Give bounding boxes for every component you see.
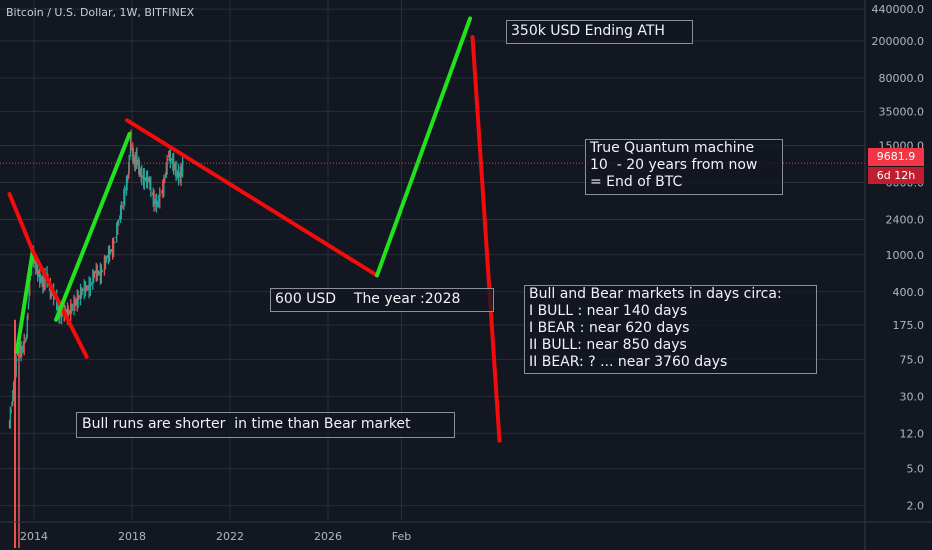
- countdown-badge: 6d 12h: [868, 167, 924, 184]
- annotation-quantum[interactable]: True Quantum machine 10 - 20 years from …: [585, 139, 783, 195]
- x-tick-label: 2026: [314, 530, 342, 543]
- x-tick-label: 2018: [118, 530, 146, 543]
- trend-bull-3: [375, 16, 473, 278]
- y-tick-label: 2.0: [907, 500, 925, 513]
- annotation-cycles[interactable]: Bull and Bear markets in days circa: I B…: [524, 285, 817, 374]
- y-tick-label: 2400.0: [886, 213, 925, 226]
- y-tick-label: 200000.0: [872, 35, 925, 48]
- y-axis-ticks[interactable]: 440000.0200000.080000.035000.015000.0600…: [872, 3, 925, 512]
- trend-bull-1: [14, 248, 35, 354]
- y-tick-label: 12.0: [900, 427, 925, 440]
- trend-bear-3: [125, 118, 379, 278]
- grid-lines: [0, 0, 865, 520]
- y-tick-label: 5.0: [907, 463, 925, 476]
- annotation-600-usd[interactable]: 600 USD The year :2028: [270, 288, 494, 312]
- x-tick-label: 2014: [20, 530, 48, 543]
- y-tick-label: 440000.0: [872, 3, 925, 16]
- trend-bear-4: [470, 35, 502, 443]
- trend-lines: [7, 16, 502, 443]
- annotation-ath[interactable]: 350k USD Ending ATH: [506, 20, 693, 44]
- annotation-bull-runs[interactable]: Bull runs are shorter in time than Bear …: [76, 412, 455, 438]
- y-tick-label: 30.0: [900, 390, 925, 403]
- trend-bull-2: [54, 131, 132, 322]
- x-tick-label: 2022: [216, 530, 244, 543]
- y-tick-label: 75.0: [900, 353, 925, 366]
- x-tick-label: Feb: [392, 530, 411, 543]
- price-history: [8, 129, 184, 548]
- y-tick-label: 35000.0: [879, 105, 925, 118]
- x-axis-ticks[interactable]: 2014 2018 2022 2026 Feb: [20, 530, 411, 543]
- trend-bear-2: [30, 248, 89, 359]
- y-tick-label: 175.0: [893, 319, 925, 332]
- y-tick-label: 1000.0: [886, 249, 925, 262]
- y-tick-label: 80000.0: [879, 72, 925, 85]
- current-price-badge: 9681.9: [868, 148, 924, 166]
- chart-title: Bitcoin / U.S. Dollar, 1W, BITFINEX: [6, 6, 195, 19]
- y-tick-label: 400.0: [893, 286, 925, 299]
- trend-bear-1: [7, 192, 35, 253]
